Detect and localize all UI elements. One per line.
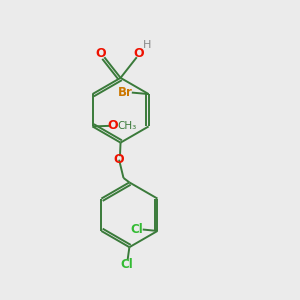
Text: H: H xyxy=(143,40,151,50)
Text: O: O xyxy=(134,47,144,60)
Text: CH₃: CH₃ xyxy=(117,121,136,131)
Text: O: O xyxy=(107,119,118,132)
Text: Br: Br xyxy=(118,86,133,99)
Text: Cl: Cl xyxy=(130,223,143,236)
Text: Cl: Cl xyxy=(121,258,134,271)
Text: O: O xyxy=(95,47,106,60)
Text: O: O xyxy=(114,153,124,166)
